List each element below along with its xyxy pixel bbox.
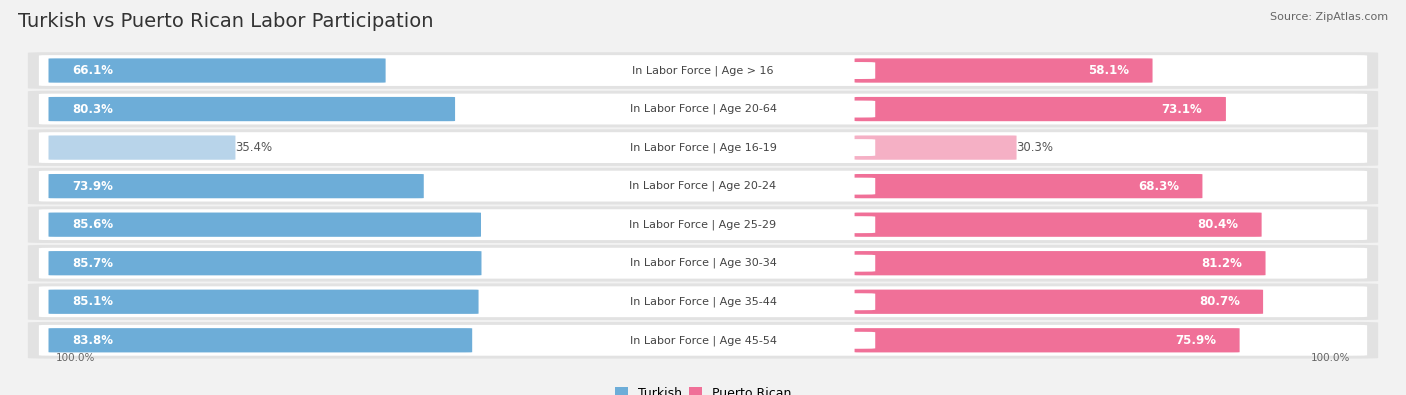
Text: 85.6%: 85.6%: [72, 218, 112, 231]
Text: 83.8%: 83.8%: [72, 334, 112, 347]
FancyBboxPatch shape: [855, 328, 1240, 352]
Text: 35.4%: 35.4%: [235, 141, 273, 154]
Text: 30.3%: 30.3%: [1017, 141, 1053, 154]
Text: 73.1%: 73.1%: [1161, 103, 1202, 116]
Text: In Labor Force | Age 45-54: In Labor Force | Age 45-54: [630, 335, 776, 346]
FancyBboxPatch shape: [48, 213, 481, 237]
FancyBboxPatch shape: [48, 251, 481, 275]
FancyBboxPatch shape: [28, 284, 1378, 320]
FancyBboxPatch shape: [39, 94, 1367, 124]
Text: 73.9%: 73.9%: [72, 180, 112, 193]
Text: In Labor Force | Age 16-19: In Labor Force | Age 16-19: [630, 142, 776, 153]
Text: 100.0%: 100.0%: [1312, 353, 1351, 363]
FancyBboxPatch shape: [531, 293, 875, 310]
Text: 66.1%: 66.1%: [72, 64, 112, 77]
FancyBboxPatch shape: [39, 55, 1367, 86]
Text: 100.0%: 100.0%: [55, 353, 94, 363]
Text: In Labor Force | Age 20-24: In Labor Force | Age 20-24: [630, 181, 776, 192]
FancyBboxPatch shape: [28, 206, 1378, 243]
FancyBboxPatch shape: [531, 101, 875, 118]
Text: In Labor Force | Age 30-34: In Labor Force | Age 30-34: [630, 258, 776, 269]
Text: In Labor Force | Age 35-44: In Labor Force | Age 35-44: [630, 297, 776, 307]
Text: 68.3%: 68.3%: [1137, 180, 1180, 193]
Text: In Labor Force | Age > 16: In Labor Force | Age > 16: [633, 65, 773, 76]
FancyBboxPatch shape: [855, 213, 1261, 237]
FancyBboxPatch shape: [531, 139, 875, 156]
FancyBboxPatch shape: [28, 91, 1378, 127]
FancyBboxPatch shape: [531, 255, 875, 272]
FancyBboxPatch shape: [48, 97, 456, 121]
FancyBboxPatch shape: [531, 62, 875, 79]
Text: 80.7%: 80.7%: [1199, 295, 1240, 308]
FancyBboxPatch shape: [855, 174, 1202, 198]
FancyBboxPatch shape: [48, 174, 423, 198]
FancyBboxPatch shape: [28, 322, 1378, 359]
FancyBboxPatch shape: [48, 58, 385, 83]
FancyBboxPatch shape: [39, 209, 1367, 240]
Text: 85.7%: 85.7%: [72, 257, 112, 270]
FancyBboxPatch shape: [48, 290, 478, 314]
FancyBboxPatch shape: [28, 129, 1378, 166]
FancyBboxPatch shape: [39, 325, 1367, 356]
Text: 75.9%: 75.9%: [1175, 334, 1216, 347]
Text: 81.2%: 81.2%: [1201, 257, 1241, 270]
FancyBboxPatch shape: [28, 52, 1378, 89]
FancyBboxPatch shape: [855, 58, 1153, 83]
Text: 80.4%: 80.4%: [1197, 218, 1239, 231]
FancyBboxPatch shape: [39, 286, 1367, 317]
FancyBboxPatch shape: [855, 251, 1265, 275]
FancyBboxPatch shape: [855, 97, 1226, 121]
Text: 58.1%: 58.1%: [1088, 64, 1129, 77]
Text: In Labor Force | Age 20-64: In Labor Force | Age 20-64: [630, 104, 776, 114]
FancyBboxPatch shape: [855, 135, 1017, 160]
Legend: Turkish, Puerto Rican: Turkish, Puerto Rican: [610, 382, 796, 395]
FancyBboxPatch shape: [28, 168, 1378, 205]
FancyBboxPatch shape: [28, 245, 1378, 282]
FancyBboxPatch shape: [39, 132, 1367, 163]
FancyBboxPatch shape: [531, 178, 875, 195]
FancyBboxPatch shape: [39, 248, 1367, 278]
FancyBboxPatch shape: [531, 332, 875, 349]
FancyBboxPatch shape: [39, 171, 1367, 201]
Text: 85.1%: 85.1%: [72, 295, 112, 308]
Text: In Labor Force | Age 25-29: In Labor Force | Age 25-29: [630, 219, 776, 230]
FancyBboxPatch shape: [855, 290, 1263, 314]
Text: 80.3%: 80.3%: [72, 103, 112, 116]
FancyBboxPatch shape: [48, 135, 235, 160]
FancyBboxPatch shape: [48, 328, 472, 352]
Text: Turkish vs Puerto Rican Labor Participation: Turkish vs Puerto Rican Labor Participat…: [18, 12, 434, 31]
Text: Source: ZipAtlas.com: Source: ZipAtlas.com: [1270, 12, 1388, 22]
FancyBboxPatch shape: [531, 216, 875, 233]
